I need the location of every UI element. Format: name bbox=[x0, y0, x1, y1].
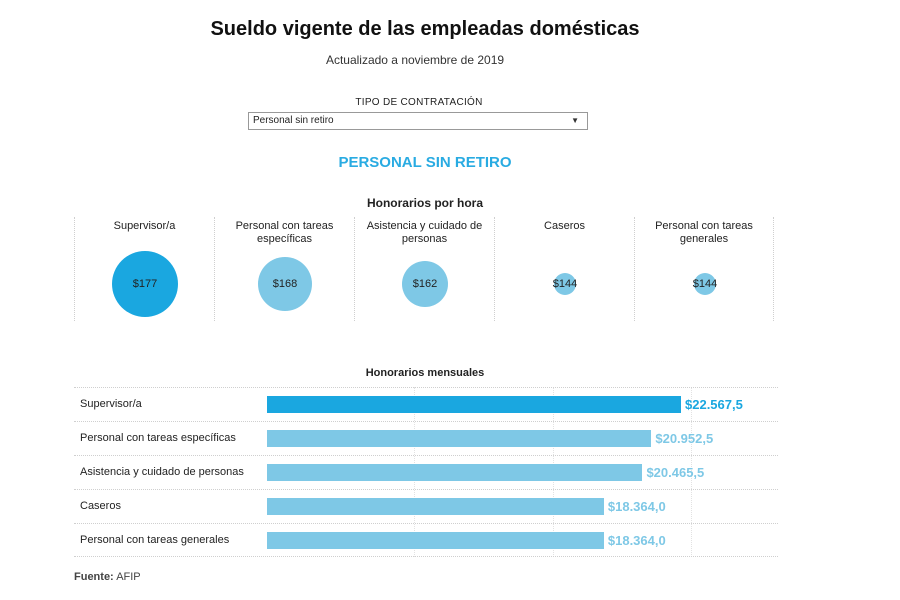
monthly-bar[interactable] bbox=[267, 532, 604, 549]
hourly-bubble[interactable]: $177 bbox=[112, 251, 178, 317]
bar-row: Personal con tareas generales $18.364,0 bbox=[74, 523, 778, 557]
source-value: AFIP bbox=[116, 571, 141, 583]
bubble-column: Supervisor/a $177 bbox=[74, 217, 214, 321]
bubble-column: Personal con tareas generales $144 bbox=[634, 217, 774, 321]
monthly-bar-chart: Supervisor/a $22.567,5 Personal con tareas… bbox=[74, 387, 778, 557]
bar-row: Personal con tareas específicas $20.952,5 bbox=[74, 421, 778, 455]
bubble-column: Personal con tareas específicas $168 bbox=[214, 217, 354, 321]
hourly-bubble-chart: Supervisor/a $177 Personal con tareas espe… bbox=[74, 217, 778, 321]
caret-down-icon: ▼ bbox=[571, 116, 579, 125]
bubble-column: Asistencia y cuidado de personas $162 bbox=[354, 217, 494, 321]
monthly-bar[interactable] bbox=[267, 498, 604, 515]
bubble-value-label: $144 bbox=[552, 278, 578, 290]
monthly-bar[interactable] bbox=[267, 396, 681, 413]
section-title: PERSONAL SIN RETIRO bbox=[338, 154, 512, 171]
bar-row: Supervisor/a $22.567,5 bbox=[74, 387, 778, 421]
bubble-value-label: $144 bbox=[692, 278, 718, 290]
monthly-bar[interactable] bbox=[267, 464, 643, 481]
contract-type-select[interactable]: Personal sin retiro ▼ bbox=[248, 112, 588, 130]
hourly-chart-title: Honorarios por hora bbox=[366, 196, 483, 210]
contract-type-label: TIPO DE CONTRATACIÓN bbox=[355, 97, 483, 108]
bubble-value-label: $177 bbox=[132, 278, 158, 290]
bubble-column: Caseros $144 bbox=[494, 217, 634, 321]
hourly-bubble[interactable]: $162 bbox=[402, 261, 448, 307]
chart-title: Sueldo vigente de las empleadas doméstic… bbox=[210, 18, 640, 40]
bar-category-label: Personal con tareas específicas bbox=[80, 432, 236, 444]
contract-type-selected: Personal sin retiro bbox=[253, 115, 334, 126]
bar-value-label: $18.364,0 bbox=[607, 533, 666, 548]
bar-row: Asistencia y cuidado de personas $20.465,… bbox=[74, 455, 778, 489]
gridline bbox=[691, 387, 692, 557]
bar-category-label: Personal con tareas generales bbox=[80, 534, 230, 546]
bar-value-label: $22.567,5 bbox=[685, 397, 743, 412]
bubble-category-label: Personal con tareas específicas bbox=[235, 220, 334, 245]
bar-value-label: $20.465,5 bbox=[646, 465, 705, 480]
hourly-bubble[interactable]: $144 bbox=[692, 273, 718, 295]
bar-value-label: $20.952,5 bbox=[655, 431, 714, 446]
bubble-value-label: $168 bbox=[272, 278, 298, 290]
bar-category-label: Asistencia y cuidado de personas bbox=[80, 466, 244, 478]
bubble-value-label: $162 bbox=[412, 278, 438, 290]
bar-category-label: Caseros bbox=[80, 500, 121, 512]
bubble-category-label: Supervisor/a bbox=[113, 220, 176, 232]
bar-value-label: $18.364,0 bbox=[607, 499, 666, 514]
source-label: Fuente: bbox=[74, 571, 114, 583]
hourly-bubble[interactable]: $168 bbox=[258, 257, 312, 311]
bubble-category-label: Personal con tareas generales bbox=[655, 220, 753, 245]
hourly-bubble[interactable]: $144 bbox=[552, 273, 578, 295]
source-note: Fuente: AFIP bbox=[74, 571, 141, 583]
monthly-chart-title: Honorarios mensuales bbox=[365, 367, 485, 379]
bubble-category-label: Asistencia y cuidado de personas bbox=[366, 220, 483, 245]
chart-subtitle: Actualizado a noviembre de 2019 bbox=[325, 53, 505, 67]
bubble-category-label: Caseros bbox=[544, 220, 585, 232]
bar-category-label: Supervisor/a bbox=[80, 398, 142, 410]
monthly-bar[interactable] bbox=[267, 430, 652, 447]
bar-row: Caseros $18.364,0 bbox=[74, 489, 778, 523]
